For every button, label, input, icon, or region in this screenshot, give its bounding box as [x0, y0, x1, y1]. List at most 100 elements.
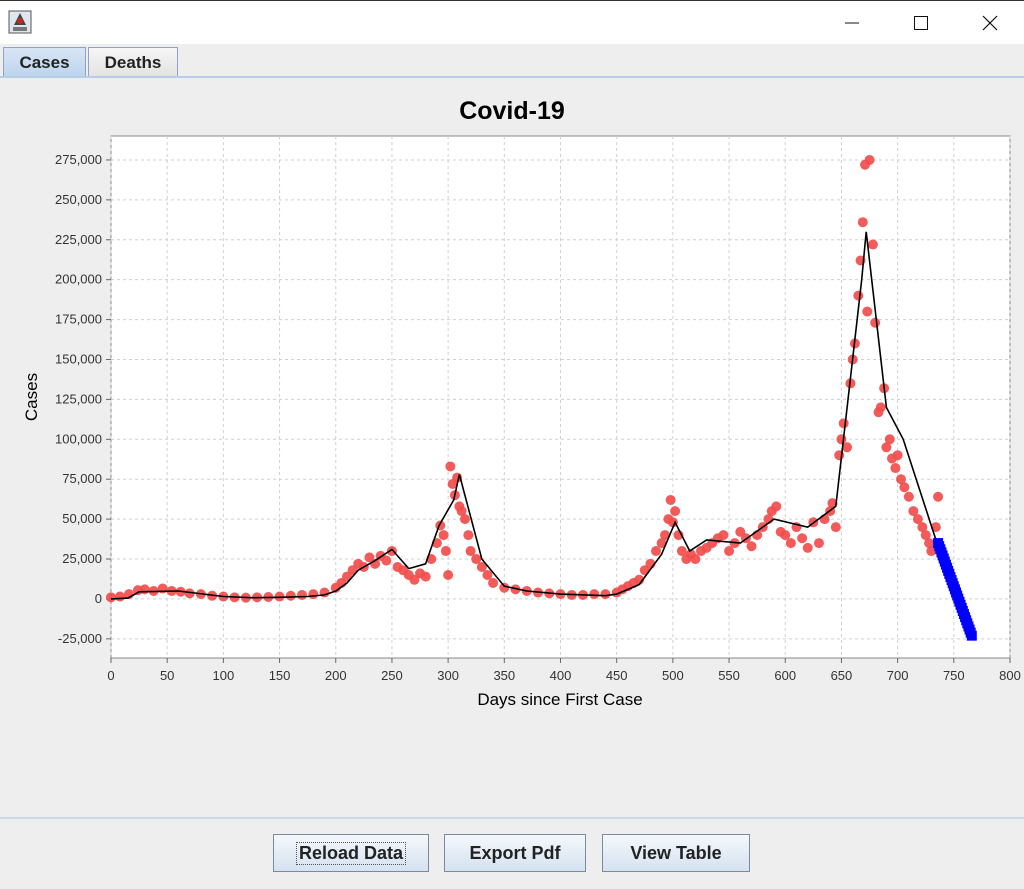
case-point — [724, 546, 735, 557]
close-icon — [982, 15, 998, 31]
case-point — [589, 589, 600, 600]
case-point — [797, 533, 808, 544]
case-point — [924, 538, 935, 549]
case-point — [899, 482, 910, 493]
case-point — [908, 506, 919, 517]
title-bar — [0, 0, 1024, 44]
x-tick-label: 550 — [718, 668, 740, 683]
case-point — [184, 588, 195, 599]
case-point — [106, 592, 116, 603]
case-point — [920, 530, 931, 541]
case-point — [499, 582, 510, 593]
case-point — [660, 530, 671, 541]
case-point — [813, 538, 824, 549]
y-axis: -25,000 0 25,000 50,000 75,000 100,000 125,000… — [55, 152, 111, 646]
case-point — [830, 522, 841, 533]
cases-chart: Covid-19 0 50 100 150 200 250 300 350 400 450 500 5… — [22, 97, 1021, 709]
case-point — [890, 463, 901, 474]
case-point — [802, 542, 813, 553]
y-tick-label: 175,000 — [55, 312, 102, 327]
y-tick-label: 125,000 — [55, 391, 102, 406]
case-point — [838, 418, 849, 429]
x-tick-label: 500 — [662, 668, 684, 683]
y-tick-label: 75,000 — [62, 471, 102, 486]
case-point — [690, 554, 701, 565]
case-point — [884, 434, 895, 445]
case-point — [476, 562, 487, 573]
case-point — [488, 577, 499, 588]
x-tick-label: 750 — [943, 668, 965, 683]
case-point — [285, 590, 296, 601]
case-point — [656, 538, 667, 549]
y-tick-label: 50,000 — [62, 511, 102, 526]
button-bar-separator — [0, 817, 1024, 819]
x-axis: 0 50 100 150 200 250 300 350 400 450 500 550 600 650 7… — [107, 658, 1021, 683]
x-tick-label: 250 — [381, 668, 403, 683]
case-point — [381, 555, 392, 566]
y-tick-label: 225,000 — [55, 232, 102, 247]
case-point — [445, 461, 456, 472]
case-point — [870, 317, 881, 328]
case-point — [875, 402, 886, 413]
tab-bar: Cases Deaths — [0, 44, 1024, 78]
y-tick-label: 150,000 — [55, 351, 102, 366]
case-point — [718, 530, 729, 541]
case-point — [676, 546, 687, 557]
case-point — [386, 546, 397, 557]
maximize-button[interactable] — [886, 1, 956, 45]
case-point — [443, 569, 454, 580]
case-point — [308, 589, 319, 600]
case-point — [471, 554, 482, 565]
data-marks — [106, 154, 977, 641]
case-point — [827, 498, 838, 509]
case-point — [420, 571, 431, 582]
case-point — [892, 450, 903, 461]
y-tick-label: 100,000 — [55, 431, 102, 446]
case-point — [853, 290, 864, 301]
chart-panel: Covid-19 0 50 100 150 200 250 300 350 400 450 500 5… — [0, 76, 1024, 818]
case-point — [864, 154, 875, 165]
x-tick-label: 600 — [774, 668, 796, 683]
case-point — [600, 589, 611, 600]
case-point — [867, 239, 878, 250]
y-tick-label: 200,000 — [55, 272, 102, 287]
case-point — [670, 506, 681, 517]
case-point — [881, 442, 892, 453]
x-axis-label: Days since First Case — [477, 690, 642, 709]
case-point — [857, 217, 868, 228]
case-point — [917, 522, 928, 533]
minimize-icon — [845, 22, 859, 24]
x-tick-label: 100 — [213, 668, 235, 683]
x-tick-label: 450 — [606, 668, 628, 683]
maximize-icon — [914, 16, 928, 30]
x-tick-label: 650 — [831, 668, 853, 683]
case-point — [665, 494, 676, 505]
view-table-button[interactable]: View Table — [602, 834, 750, 872]
case-point — [297, 589, 308, 600]
y-tick-label: 25,000 — [62, 551, 102, 566]
case-point — [771, 501, 782, 512]
minimize-button[interactable] — [817, 1, 887, 45]
case-point — [667, 517, 678, 528]
case-point — [780, 530, 791, 541]
case-point — [456, 506, 467, 517]
x-tick-label: 800 — [999, 668, 1021, 683]
export-pdf-button[interactable]: Export Pdf — [444, 834, 586, 872]
reload-data-label: Reload Data — [295, 841, 407, 865]
y-tick-label: 0 — [95, 591, 102, 606]
forecast-point — [966, 630, 977, 641]
reload-data-button[interactable]: Reload Data — [273, 834, 429, 872]
tab-deaths[interactable]: Deaths — [88, 47, 178, 77]
case-point — [319, 587, 330, 598]
x-tick-label: 350 — [493, 668, 515, 683]
case-point — [651, 546, 662, 557]
case-point — [912, 514, 923, 525]
case-point — [862, 306, 873, 317]
x-tick-label: 300 — [437, 668, 459, 683]
tab-cases[interactable]: Cases — [3, 47, 86, 78]
chart-title: Covid-19 — [459, 97, 565, 125]
case-point — [438, 530, 449, 541]
close-button[interactable] — [955, 1, 1024, 45]
case-point — [465, 546, 476, 557]
